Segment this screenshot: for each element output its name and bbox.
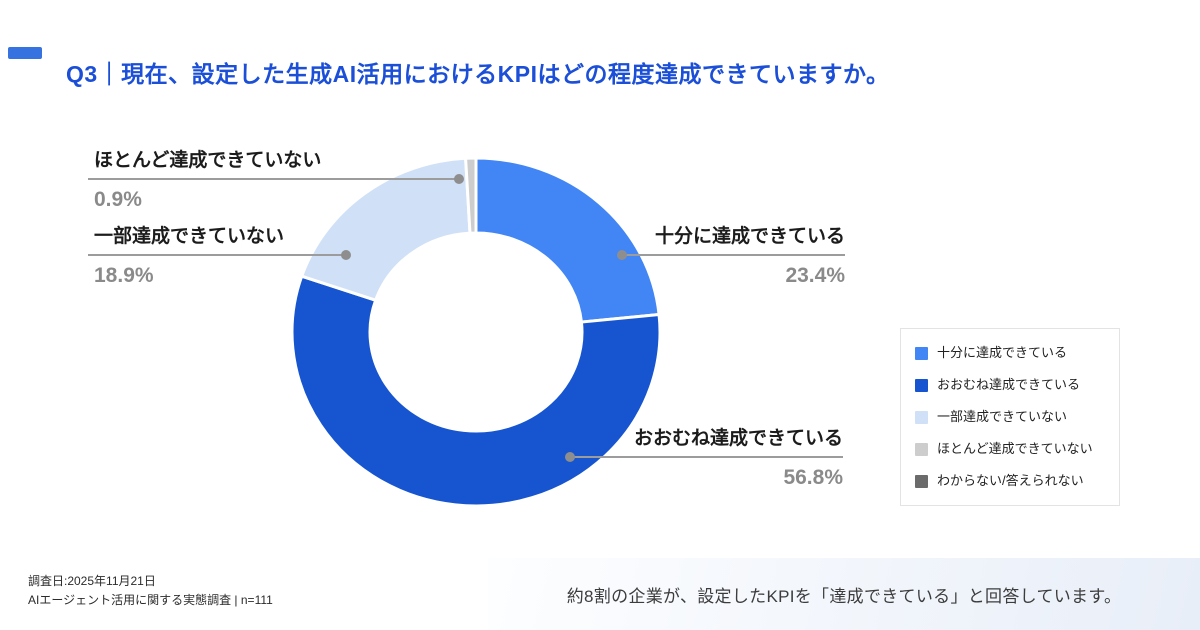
- callout-leader-line: [617, 250, 845, 260]
- legend-item: ほとんど達成できていない: [915, 442, 1105, 456]
- summary-text: 約8割の企業が、設定したKPIを「達成できている」と回答しています。: [566, 586, 1122, 606]
- legend-swatch: [915, 410, 928, 424]
- legend-item: おおむね達成できている: [915, 378, 1105, 392]
- legend-label: 一部達成できていない: [937, 409, 1068, 424]
- legend-item: 一部達成できていない: [915, 410, 1105, 424]
- callout-label: おおむね達成できている: [633, 428, 843, 449]
- legend-swatch: [915, 378, 928, 392]
- legend-item: 十分に達成できている: [915, 346, 1105, 360]
- callout-dot: [617, 250, 627, 260]
- callout-value: 23.4%: [785, 264, 845, 287]
- callout-label: 一部達成できていない: [94, 226, 285, 247]
- donut-segment: [474, 156, 661, 324]
- callout-dot: [454, 174, 464, 184]
- callout-mostly-achieved: おおむね達成できている 56.8%: [565, 427, 843, 490]
- legend-label: ほとんど達成できていない: [937, 441, 1093, 456]
- legend-swatch: [915, 442, 928, 456]
- callout-leader-line: [88, 174, 464, 184]
- survey-date: 調査日:2025年11月21日: [28, 574, 156, 588]
- callout-value: 0.9%: [94, 188, 142, 211]
- summary-banner: 約8割の企業が、設定したKPIを「達成できている」と回答しています。: [488, 558, 1200, 630]
- chart-legend: 十分に達成できている おおむね達成できている 一部達成できていない ほとんど達成…: [900, 328, 1120, 506]
- survey-name: AIエージェント活用に関する実態調査 | n=111: [28, 593, 273, 607]
- callout-sufficiently-achieved: 十分に達成できている 23.4%: [617, 225, 845, 288]
- callout-value: 18.9%: [94, 264, 154, 287]
- legend-swatch: [915, 346, 928, 360]
- legend-label: 十分に達成できている: [937, 345, 1068, 360]
- legend-swatch: [915, 474, 928, 488]
- legend-item: わからない/答えられない: [915, 474, 1105, 488]
- callout-partially-not-achieved: 一部達成できていない 18.9%: [88, 225, 351, 288]
- donut-segment: [464, 156, 478, 235]
- callout-label: 十分に達成できている: [654, 226, 845, 247]
- donut-segments: [290, 156, 662, 508]
- legend-label: わからない/答えられない: [937, 473, 1084, 488]
- callout-leader-line: [88, 250, 351, 260]
- donut-segment: [299, 156, 472, 303]
- callout-leader-line: [565, 452, 843, 462]
- survey-meta: 調査日:2025年11月21日 AIエージェント活用に関する実態調査 | n=1…: [28, 572, 273, 610]
- callout-hardly-achieved: ほとんど達成できていない 0.9%: [88, 149, 464, 212]
- title-accent-bar: [8, 47, 42, 59]
- callout-dot: [341, 250, 351, 260]
- callout-value: 56.8%: [783, 466, 843, 489]
- page-title: Q3｜現在、設定した生成AI活用におけるKPIはどの程度達成できていますか。: [66, 61, 890, 88]
- callout-dot: [565, 452, 575, 462]
- legend-label: おおむね達成できている: [937, 377, 1081, 392]
- donut-segment: [290, 274, 662, 508]
- callout-label: ほとんど達成できていない: [94, 150, 322, 171]
